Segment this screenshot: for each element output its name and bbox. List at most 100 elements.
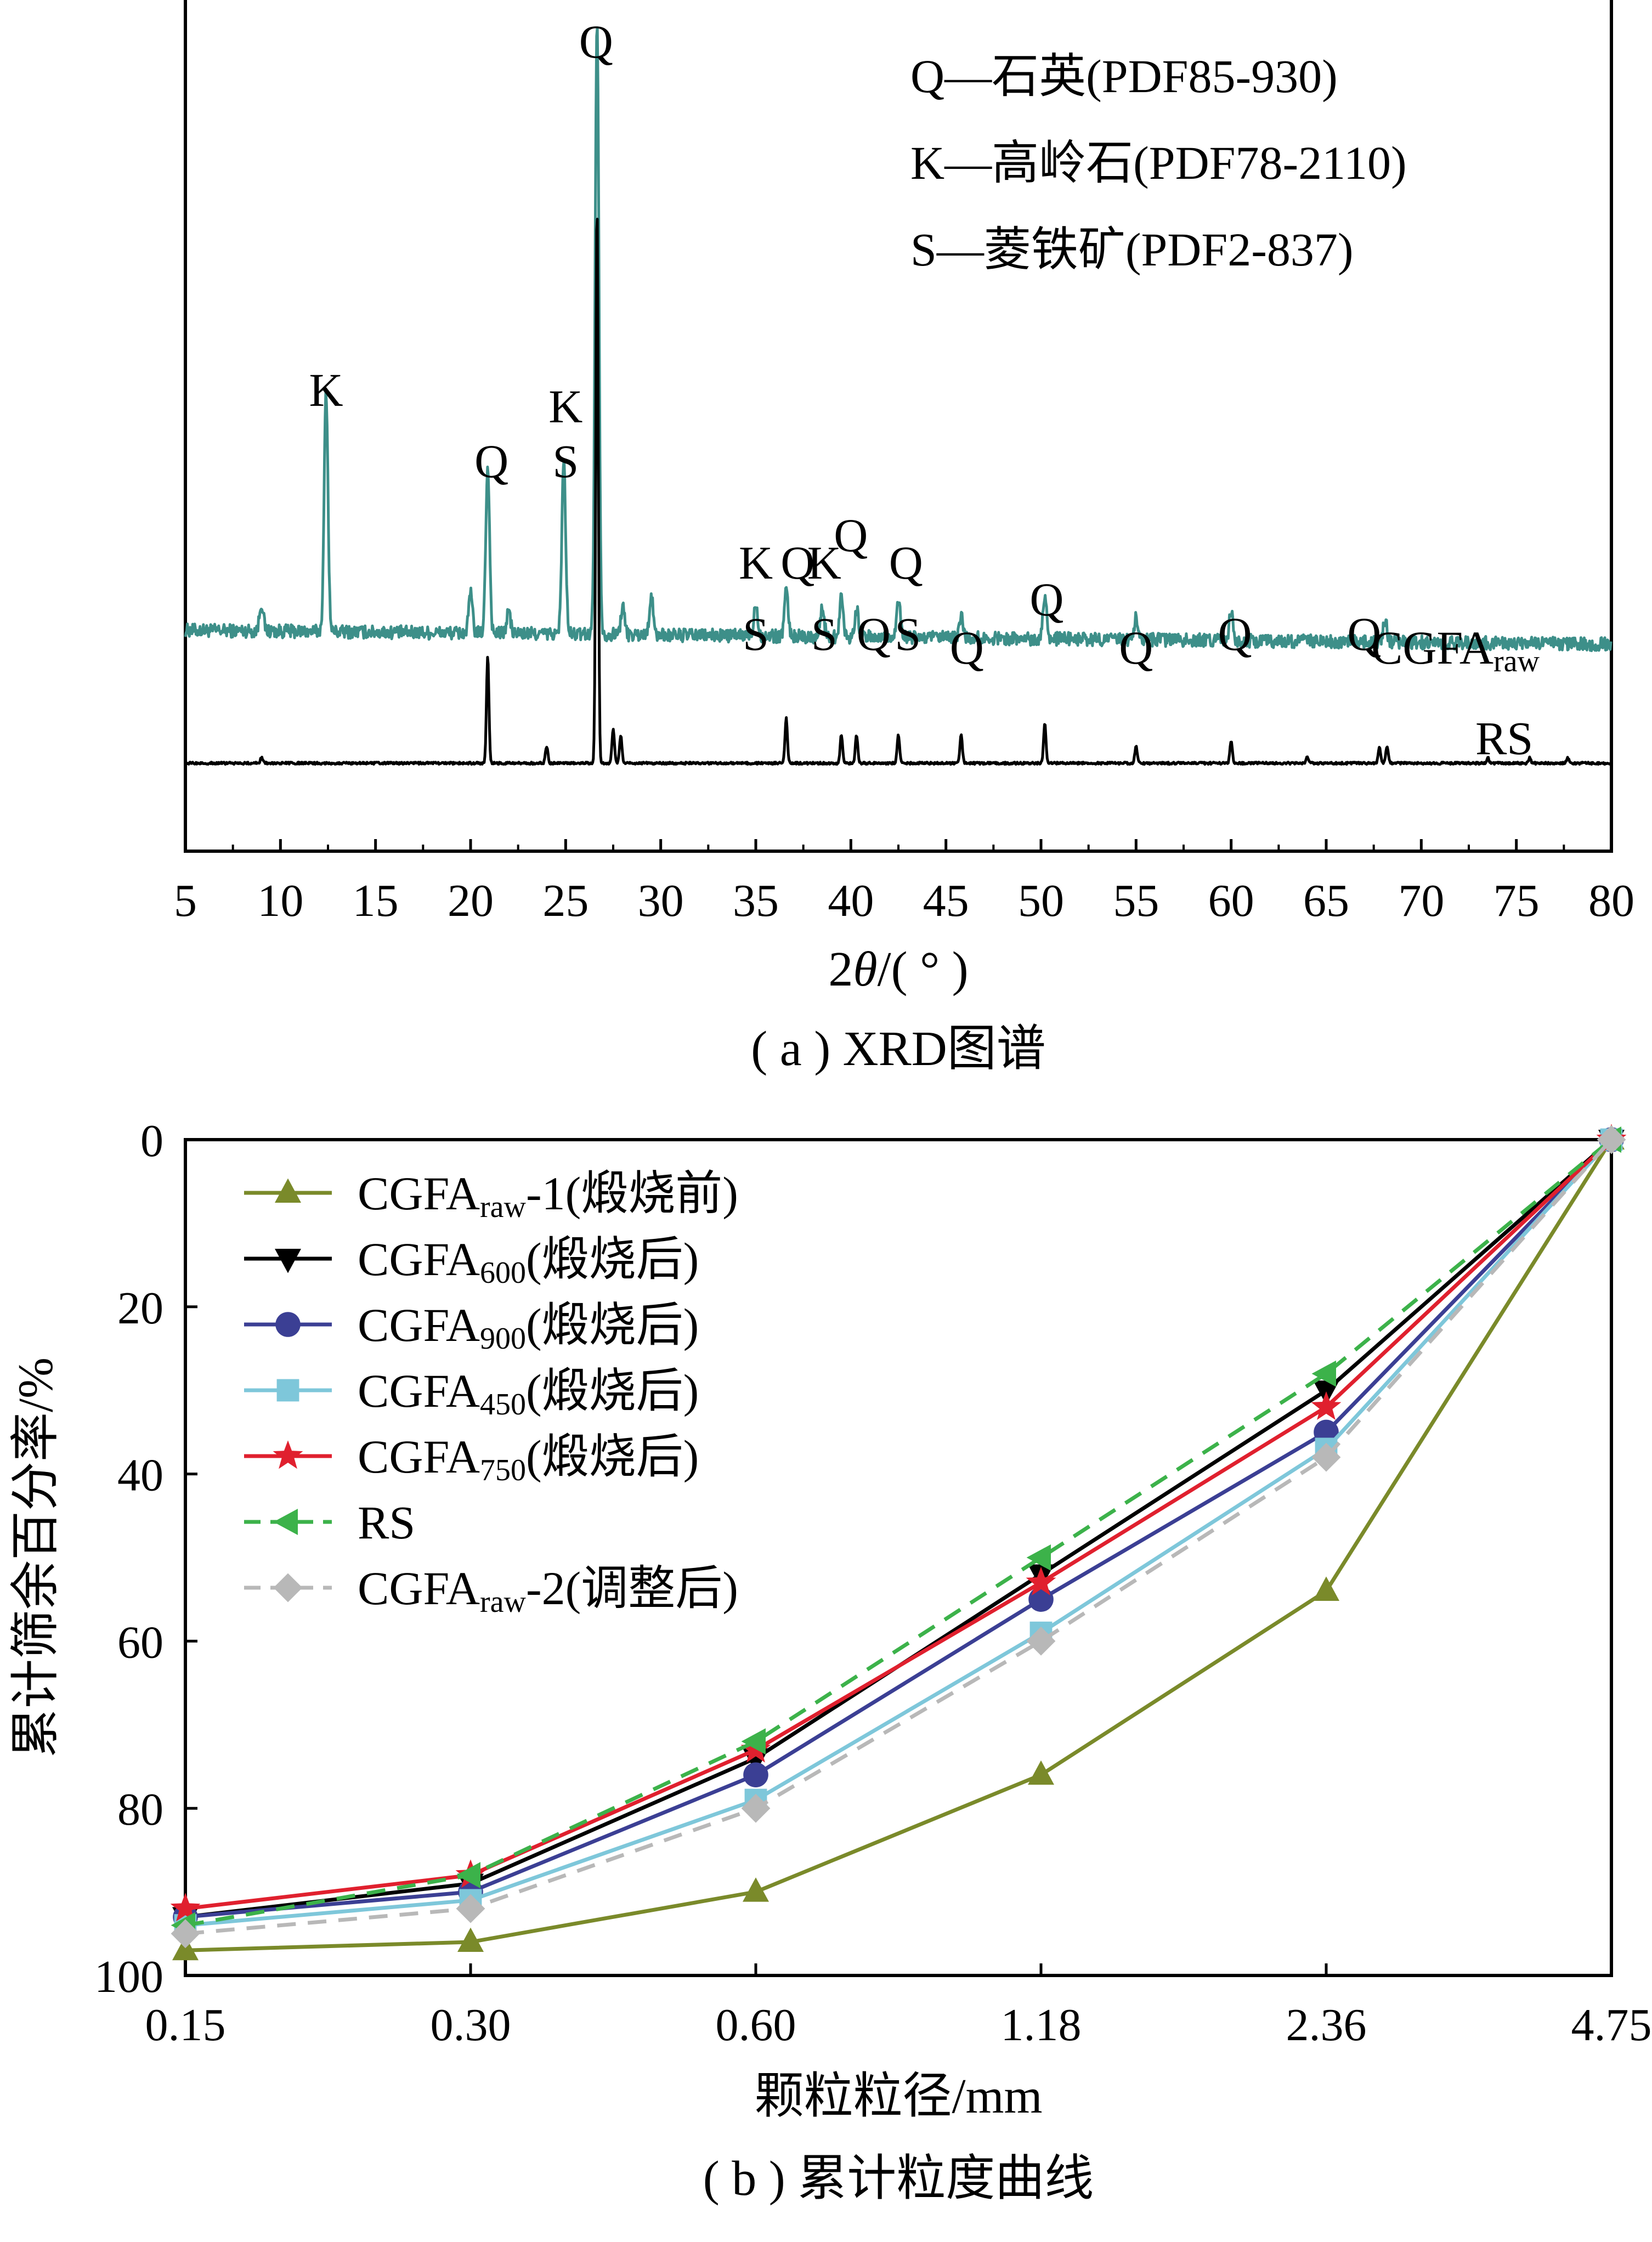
xrd-x-tick-label: 15	[353, 875, 399, 926]
legend-name-suffix: (煅烧后)	[526, 1430, 699, 1483]
xrd-x-tick-label: 80	[1588, 875, 1634, 926]
legend-marker	[275, 1178, 301, 1203]
grading-series-6	[171, 1125, 1626, 1949]
legend-entry: CGFA450(煅烧后)	[358, 1365, 699, 1422]
xrd-peak-label: S	[895, 608, 921, 660]
grading-series-line	[185, 1138, 1613, 1911]
xrd-x-tick-label: 50	[1018, 875, 1064, 926]
xrd-panel: 5 10 15 20 25 30 35 40 45 50 55 60 65 70 75 80 2θ/( ° ) (…	[174, 0, 1634, 1076]
grading-x-tick-label: 2.36	[1286, 2000, 1367, 2051]
xrd-peak-label: Q	[1218, 608, 1252, 660]
xrd-x-tick-label: 20	[448, 875, 494, 926]
grading-x-axis-label: 颗粒粒径/mm	[754, 2069, 1042, 2124]
grading-x-tick-label: 0.15	[145, 2000, 226, 2051]
legend-entry: CGFAraw-2(调整后)	[358, 1562, 738, 1619]
grading-x-tick-label: 1.18	[1001, 2000, 1082, 2051]
xrd-x-tick-label: 70	[1398, 875, 1444, 926]
legend-name-suffix: (煅烧后)	[526, 1365, 699, 1417]
xrd-peak-label: Q	[780, 536, 814, 589]
grading-y-tick-label: 0	[140, 1116, 163, 1167]
legend-marker	[276, 1379, 299, 1402]
xrd-series-label-main: CGFA	[1371, 621, 1493, 674]
xrd-peak-label: Q	[1029, 573, 1063, 626]
legend-name-main: CGFA	[358, 1562, 480, 1615]
grading-y-tick-label: 20	[117, 1283, 163, 1334]
grading-y-tick-label: 40	[117, 1450, 163, 1501]
legend-marker	[273, 1509, 298, 1535]
xrd-x-tick-label: 40	[828, 875, 874, 926]
xrd-x-tick-label: 25	[542, 875, 589, 926]
xrd-peak-label: Q	[834, 509, 868, 562]
xrd-peak-label: K	[807, 536, 841, 589]
legend-name-sub: 450	[480, 1388, 526, 1422]
legend-name-sub: 900	[480, 1322, 526, 1356]
xrd-peak-label: Q	[889, 536, 923, 589]
xrd-peak-label: Q	[1119, 621, 1153, 674]
xrd-x-tick-label: 10	[257, 875, 303, 926]
xrd-x-label-theta: θ	[853, 942, 877, 997]
grading-data-point	[743, 1762, 768, 1788]
grading-y-tick-label: 80	[117, 1784, 163, 1835]
grading-data-point	[1311, 1391, 1342, 1420]
legend-name-main: CGFA	[358, 1233, 480, 1286]
legend-entry: CGFA600(煅烧后)	[358, 1233, 699, 1290]
legend-name-sub: 600	[480, 1256, 526, 1290]
grading-series-line	[185, 1139, 1613, 1952]
xrd-series-label-rs: RS	[1475, 712, 1533, 765]
xrd-caption: ( a ) XRD图谱	[751, 1022, 1045, 1076]
grading-data-point	[743, 1877, 769, 1902]
grading-data-point	[1026, 1627, 1056, 1656]
grading-data-point	[456, 1862, 480, 1889]
xrd-series-label-cgfa-raw: CGFAraw	[1371, 621, 1540, 678]
legend-name-suffix: (煅烧后)	[526, 1233, 699, 1286]
legend-name-main: CGFA	[358, 1430, 480, 1483]
grading-caption: ( b ) 累计粒度曲线	[703, 2152, 1094, 2206]
grading-data-point	[457, 1927, 484, 1952]
xrd-peak-label: S	[552, 435, 579, 488]
legend-marker	[275, 1249, 301, 1273]
legend-name-sub: raw	[480, 1585, 527, 1619]
xrd-x-label-suffix: /( ° )	[878, 942, 969, 997]
grading-data-point	[1026, 1566, 1056, 1595]
grading-data-point	[1026, 1544, 1051, 1571]
grading-data-point	[171, 1919, 200, 1949]
xrd-peak-label: S	[743, 608, 769, 660]
xrd-peak-label: Q	[857, 608, 891, 660]
grading-y-axis-label: 累计筛余百分率/%	[9, 1357, 63, 1758]
grading-data-point	[1597, 1125, 1626, 1154]
grading-series-line	[185, 1138, 1613, 1928]
grading-series-line	[185, 1138, 1613, 1919]
legend-name-main: CGFA	[358, 1167, 480, 1220]
legend-marker	[275, 1312, 301, 1337]
xrd-peak-label: Q	[950, 621, 984, 674]
xrd-peak-label: S	[811, 608, 838, 660]
xrd-x-axis-label: 2θ/( ° )	[828, 942, 968, 997]
legend-name-main: CGFA	[358, 1299, 480, 1351]
legend-name-sub: 750	[480, 1453, 526, 1487]
grading-data-point	[1311, 1442, 1341, 1472]
legend-name-suffix: -2(调整后)	[526, 1562, 738, 1615]
legend-marker	[273, 1440, 303, 1469]
grading-data-point	[741, 1728, 766, 1755]
xrd-x-tick-label: 75	[1493, 875, 1540, 926]
xrd-x-tick-label: 45	[923, 875, 969, 926]
grading-series-line	[185, 1138, 1613, 1936]
grading-data-point	[170, 1893, 201, 1922]
grading-plot-frame	[184, 1138, 1613, 1977]
xrd-series-label-sub: raw	[1493, 644, 1540, 678]
grading-x-tick-label: 4.75	[1571, 2000, 1652, 2051]
grading-y-tick-label: 60	[117, 1617, 163, 1668]
legend-name-main: RS	[358, 1496, 415, 1549]
grading-x-tick-label: 0.60	[716, 2000, 796, 2051]
legend-name-suffix: -1(煅烧前)	[526, 1167, 738, 1220]
xrd-x-tick-label: 35	[733, 875, 779, 926]
legend-name-main: CGFA	[358, 1365, 480, 1417]
legend-entry: CGFA750(煅烧后)	[358, 1430, 699, 1487]
xrd-pattern-rs	[184, 218, 1613, 766]
xrd-legend-entry: Q—石英(PDF85-930)	[910, 50, 1338, 103]
xrd-x-tick-label: 5	[174, 875, 197, 926]
xrd-peak-label: Q	[579, 15, 613, 68]
xrd-peak-label: K	[548, 380, 582, 433]
